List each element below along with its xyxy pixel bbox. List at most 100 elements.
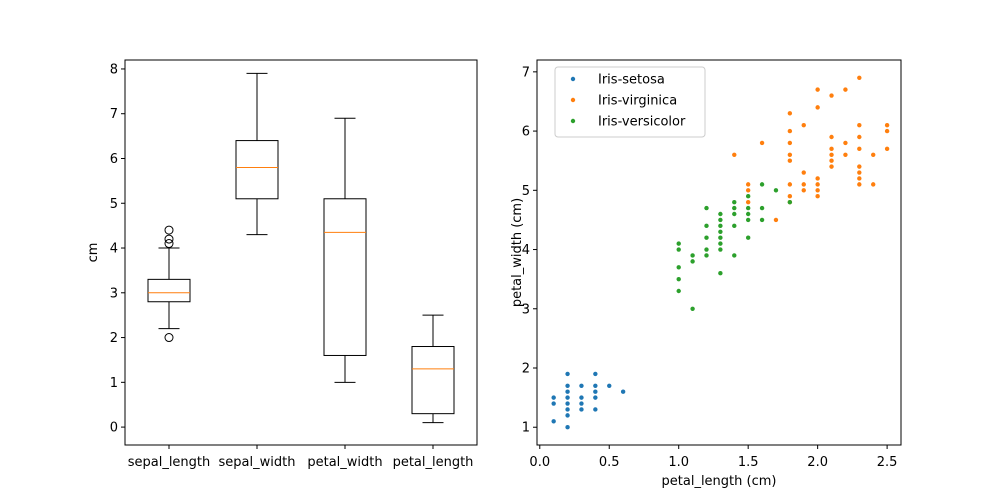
data-point	[843, 87, 848, 92]
y-tick-label: 4	[522, 243, 530, 258]
data-point	[857, 164, 862, 169]
data-point	[759, 217, 765, 223]
x-tick-label: 2.0	[807, 455, 828, 470]
data-point	[787, 199, 793, 205]
data-point	[843, 152, 848, 157]
data-point	[801, 170, 806, 175]
legend: Iris-setosa Iris-virginica Iris-versicolor	[554, 66, 706, 138]
data-point	[857, 122, 862, 128]
outlier-point	[164, 239, 174, 249]
data-point	[829, 158, 834, 163]
y-tick-label: 2	[522, 362, 530, 377]
outlier-point	[164, 333, 174, 343]
data-point	[676, 276, 681, 282]
data-point	[801, 122, 806, 128]
x-tick-label: petal_width	[307, 455, 382, 470]
data-point	[565, 371, 570, 377]
data-point	[718, 241, 723, 246]
y-tick-label: 7	[522, 65, 530, 80]
data-point	[565, 383, 570, 388]
data-point	[829, 164, 834, 169]
data-point	[593, 383, 598, 388]
data-point	[551, 419, 556, 424]
data-point	[829, 134, 834, 140]
x-tick-label: petal_length	[393, 455, 474, 470]
data-point	[857, 182, 862, 187]
data-point	[829, 152, 834, 157]
data-point	[815, 194, 820, 199]
data-point	[579, 401, 584, 406]
data-point	[718, 223, 723, 229]
data-point	[884, 122, 890, 128]
data-point	[593, 389, 598, 394]
data-point	[676, 247, 681, 252]
box-sepal_length	[147, 225, 191, 343]
box-sepal_width	[235, 72, 279, 236]
data-point	[745, 217, 751, 223]
x-tick-label: 0.5	[599, 455, 620, 470]
box-iqr	[323, 198, 367, 356]
data-point	[718, 229, 723, 234]
data-point	[565, 407, 570, 412]
data-point	[787, 140, 793, 146]
legend-marker	[570, 76, 576, 82]
data-point	[815, 87, 820, 92]
data-point	[718, 235, 723, 240]
data-point	[787, 158, 793, 163]
x-tick-label: sepal_length	[128, 455, 211, 470]
data-point	[815, 176, 820, 181]
data-point	[718, 211, 723, 217]
y-tick-label: 6	[522, 125, 530, 140]
data-point	[759, 182, 765, 187]
data-point	[704, 253, 709, 258]
legend-label: Iris-virginica	[598, 94, 677, 109]
data-point	[745, 188, 751, 193]
series-Iris-versicolor	[676, 182, 793, 311]
data-point	[884, 146, 890, 152]
y-tick-label: 3	[110, 286, 118, 301]
data-point	[593, 371, 598, 377]
series-Iris-setosa	[551, 371, 626, 430]
data-point	[676, 265, 681, 270]
data-point	[801, 182, 806, 187]
data-point	[732, 199, 737, 205]
data-point	[732, 223, 737, 229]
data-point	[593, 395, 598, 400]
data-point	[718, 271, 723, 276]
data-point	[857, 176, 862, 181]
data-point	[815, 188, 820, 193]
legend-label: Iris-versicolor	[598, 115, 686, 130]
data-point	[857, 75, 862, 80]
boxplot-panel: 0 1 2 3 4 5 6 7 8 sepal_length sepal_width petal_wi…	[86, 59, 478, 470]
x-tick-label: 2.5	[877, 455, 898, 470]
data-point	[579, 395, 584, 400]
data-point	[732, 253, 737, 258]
data-point	[745, 182, 751, 187]
data-point	[843, 140, 848, 146]
data-point	[745, 235, 751, 240]
data-point	[620, 389, 626, 394]
data-point	[745, 211, 751, 217]
y-tick-label: 1	[522, 421, 530, 436]
data-point	[773, 188, 779, 193]
data-point	[801, 188, 806, 193]
outlier-point	[164, 234, 174, 244]
y-axis-label: petal_width (cm)	[510, 198, 525, 307]
data-point	[565, 413, 570, 418]
data-point	[690, 259, 695, 264]
data-point	[787, 182, 793, 187]
data-point	[704, 235, 709, 240]
data-point	[787, 152, 793, 157]
data-point	[607, 383, 612, 388]
data-point	[787, 128, 793, 134]
data-point	[718, 217, 723, 223]
data-point	[815, 105, 820, 110]
x-tick-label: 0.0	[529, 455, 550, 470]
data-point	[745, 205, 751, 211]
y-tick-label: 3	[522, 302, 530, 317]
legend-box	[554, 66, 706, 138]
box-iqr	[147, 278, 191, 303]
data-point	[565, 425, 570, 430]
series-Iris-virginica	[732, 75, 890, 223]
data-point	[704, 247, 709, 252]
